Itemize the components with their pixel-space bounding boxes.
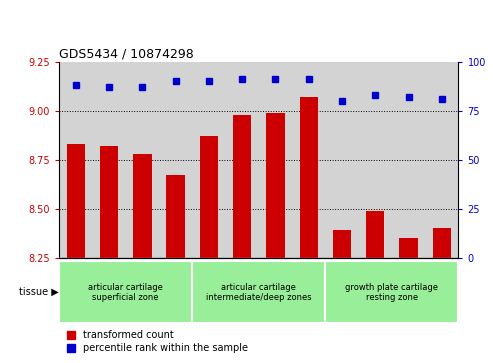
Bar (359, 62, 392, 258)
Bar (133, 154, 151, 258)
Bar (325, 261, 458, 323)
Bar (392, 62, 425, 258)
Bar (292, 62, 325, 258)
Bar (226, 62, 259, 258)
Bar (259, 62, 292, 258)
Bar (59, 261, 192, 323)
Bar (126, 62, 159, 258)
Bar (325, 62, 359, 258)
Bar (100, 146, 118, 258)
Bar (366, 211, 385, 258)
Bar (200, 136, 218, 258)
Text: transformed count: transformed count (83, 330, 174, 340)
Text: articular cartilage
intermediate/deep zones: articular cartilage intermediate/deep zo… (206, 282, 312, 302)
Text: growth plate cartilage
resting zone: growth plate cartilage resting zone (346, 282, 438, 302)
Bar (192, 62, 226, 258)
Bar (192, 261, 325, 323)
Text: percentile rank within the sample: percentile rank within the sample (83, 343, 248, 352)
Bar (300, 97, 318, 258)
Bar (233, 115, 251, 258)
Bar (399, 238, 418, 258)
Text: articular cartilage
superficial zone: articular cartilage superficial zone (88, 282, 163, 302)
Bar (167, 175, 185, 258)
Bar (433, 228, 451, 258)
Bar (93, 62, 126, 258)
Bar (59, 62, 93, 258)
Bar (266, 113, 284, 258)
Bar (67, 144, 85, 258)
Text: tissue ▶: tissue ▶ (19, 287, 59, 297)
Bar (159, 62, 192, 258)
Bar (333, 230, 351, 258)
Text: GDS5434 / 10874298: GDS5434 / 10874298 (59, 48, 194, 61)
Bar (425, 62, 458, 258)
